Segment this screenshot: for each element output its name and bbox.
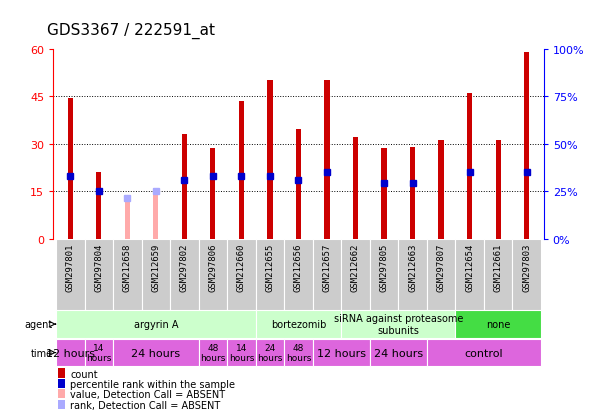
Text: 48
hours: 48 hours: [286, 343, 311, 362]
Bar: [85, 239, 113, 310]
Bar: [284, 239, 313, 310]
Bar: [267, 81, 272, 239]
Bar: [296, 130, 301, 239]
Text: none: none: [486, 319, 510, 329]
Text: 14
hours: 14 hours: [229, 343, 254, 362]
Bar: [56, 339, 85, 366]
Text: 12 hours: 12 hours: [46, 348, 95, 358]
Text: GSM212655: GSM212655: [265, 242, 274, 291]
Text: GSM297805: GSM297805: [379, 242, 388, 291]
Bar: [256, 311, 341, 338]
Bar: [410, 147, 415, 239]
Bar: [256, 339, 284, 366]
Bar: [439, 141, 444, 239]
Bar: [182, 135, 187, 239]
Bar: [170, 239, 199, 310]
Text: value, Detection Call = ABSENT: value, Detection Call = ABSENT: [70, 389, 226, 399]
Bar: [381, 149, 387, 239]
Text: GSM212656: GSM212656: [294, 242, 303, 291]
Bar: [210, 149, 216, 239]
Text: GSM297802: GSM297802: [180, 242, 189, 291]
Bar: [370, 339, 427, 366]
Bar: [427, 339, 541, 366]
Bar: [58, 389, 66, 398]
Bar: [113, 239, 142, 310]
Bar: [341, 239, 370, 310]
Text: argyrin A: argyrin A: [134, 319, 178, 329]
Bar: [199, 239, 227, 310]
Bar: [313, 239, 341, 310]
Bar: [85, 339, 113, 366]
Bar: [324, 81, 330, 239]
Bar: [227, 339, 256, 366]
Text: 24 hours: 24 hours: [131, 348, 180, 358]
Bar: [58, 379, 66, 388]
Bar: [199, 339, 227, 366]
Bar: [96, 173, 102, 239]
Text: 12 hours: 12 hours: [317, 348, 366, 358]
Text: siRNA against proteasome
subunits: siRNA against proteasome subunits: [333, 313, 463, 335]
Text: GSM297806: GSM297806: [209, 242, 217, 291]
Bar: [125, 197, 130, 239]
Text: GSM212660: GSM212660: [237, 242, 246, 291]
Text: GSM297801: GSM297801: [66, 242, 75, 291]
Text: GDS3367 / 222591_at: GDS3367 / 222591_at: [47, 23, 215, 39]
Text: GSM212659: GSM212659: [151, 242, 160, 291]
Bar: [56, 239, 85, 310]
Bar: [284, 339, 313, 366]
Bar: [455, 239, 484, 310]
Bar: [56, 311, 256, 338]
Bar: [512, 239, 541, 310]
Bar: [313, 339, 370, 366]
Text: GSM297807: GSM297807: [437, 242, 446, 291]
Text: GSM212657: GSM212657: [323, 242, 332, 291]
Bar: [484, 239, 512, 310]
Text: GSM212658: GSM212658: [123, 242, 132, 291]
Bar: [353, 138, 358, 239]
Text: agent: agent: [24, 319, 53, 329]
Bar: [495, 141, 501, 239]
Text: 24
hours: 24 hours: [257, 343, 282, 362]
Bar: [239, 102, 244, 239]
Bar: [58, 368, 66, 378]
Bar: [227, 239, 256, 310]
Bar: [455, 311, 541, 338]
Text: rank, Detection Call = ABSENT: rank, Detection Call = ABSENT: [70, 400, 220, 410]
Bar: [524, 53, 529, 239]
Text: control: control: [465, 348, 503, 358]
Bar: [467, 94, 472, 239]
Text: GSM297804: GSM297804: [95, 242, 103, 291]
Text: 48
hours: 48 hours: [200, 343, 226, 362]
Text: bortezomib: bortezomib: [271, 319, 326, 329]
Text: GSM212663: GSM212663: [408, 242, 417, 291]
Bar: [142, 239, 170, 310]
Bar: [113, 339, 199, 366]
Text: time: time: [31, 348, 53, 358]
Bar: [370, 239, 398, 310]
Bar: [153, 188, 158, 239]
Bar: [256, 239, 284, 310]
Text: percentile rank within the sample: percentile rank within the sample: [70, 379, 235, 389]
Bar: [341, 311, 455, 338]
Bar: [427, 239, 455, 310]
Bar: [68, 99, 73, 239]
Text: 14
hours: 14 hours: [86, 343, 112, 362]
Bar: [398, 239, 427, 310]
Text: GSM212661: GSM212661: [493, 242, 502, 291]
Text: 24 hours: 24 hours: [374, 348, 423, 358]
Text: GSM212662: GSM212662: [351, 242, 360, 291]
Text: GSM212654: GSM212654: [465, 242, 474, 291]
Text: count: count: [70, 369, 98, 379]
Bar: [58, 400, 66, 409]
Text: GSM297803: GSM297803: [522, 242, 531, 291]
